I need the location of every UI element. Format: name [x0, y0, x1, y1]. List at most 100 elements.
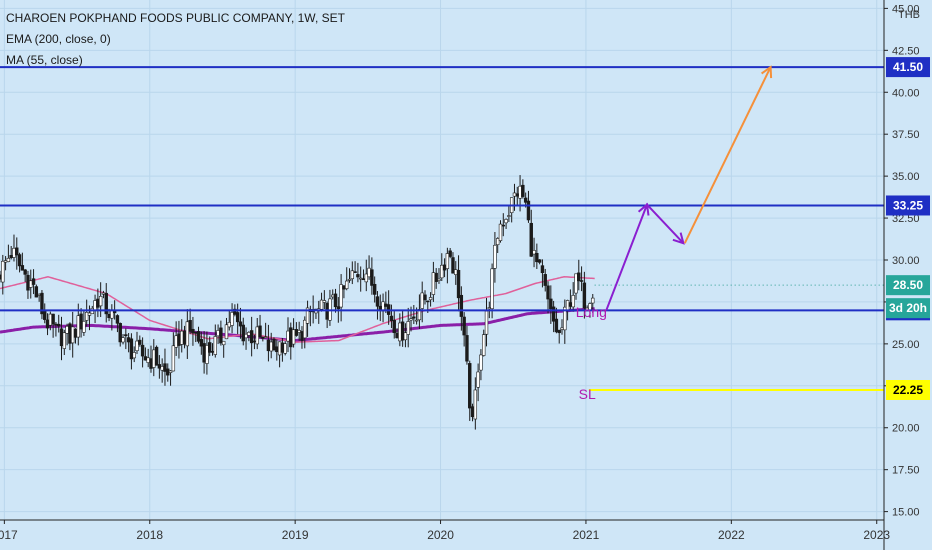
price-tick-label: 30.00: [892, 255, 920, 267]
candle-body: [160, 366, 164, 371]
candle-body: [507, 215, 511, 217]
indicator-ema-label[interactable]: EMA (200, close, 0): [6, 32, 111, 46]
candle-body: [406, 321, 410, 335]
candle-body: [476, 371, 480, 388]
candle-body: [490, 268, 494, 309]
candle-body: [29, 280, 33, 288]
candle-body: [23, 269, 27, 275]
projection-arrow-orange[interactable]: [683, 66, 772, 244]
candle-body: [140, 344, 145, 357]
candle-body: [431, 272, 436, 295]
candle-body: [149, 358, 153, 369]
candle-body: [512, 192, 517, 197]
candle-body: [565, 300, 570, 311]
candle-body: [345, 280, 349, 289]
last-price-tag-bg: [886, 275, 930, 296]
candle-body: [255, 326, 259, 345]
candle-body: [26, 274, 30, 291]
candle-body: [543, 274, 547, 286]
candle-body: [392, 319, 396, 334]
candle-body: [473, 389, 478, 420]
price-tick-label: 20.00: [892, 423, 920, 435]
candle-body: [93, 300, 97, 311]
level-tag-22.25-bg: [886, 380, 930, 400]
candle-body: [17, 254, 22, 267]
candle-body: [54, 323, 58, 326]
candle-body: [275, 346, 279, 353]
candle-body: [591, 297, 595, 304]
candle-body: [493, 244, 497, 269]
indicator-ma-label[interactable]: MA (55, close): [6, 53, 83, 67]
candle-body: [157, 364, 162, 369]
candle-body: [428, 297, 433, 301]
candle-body: [523, 197, 528, 203]
candle-body: [370, 269, 374, 286]
candle-body: [143, 356, 148, 361]
candle-body: [138, 339, 142, 345]
candle-body: [364, 273, 368, 283]
candle-body: [465, 335, 469, 362]
price-tick-label: 15.00: [892, 507, 920, 519]
chart-title: CHAROEN POKPHAND FOODS PUBLIC COMPANY, 1…: [6, 11, 345, 25]
candle-body: [384, 303, 388, 307]
candle-body: [174, 335, 178, 348]
candle-body: [322, 300, 327, 303]
candle-body: [118, 323, 122, 343]
time-tick-label: 2020: [427, 528, 454, 542]
candle-body: [238, 321, 243, 327]
candle-body: [389, 315, 394, 321]
time-tick-label: 2018: [136, 528, 163, 542]
candle-body: [579, 280, 584, 282]
candle-body: [166, 368, 170, 376]
candle-body: [194, 331, 198, 334]
candle-body: [479, 354, 483, 371]
candle-body: [31, 278, 36, 285]
candle-body: [484, 310, 489, 335]
candle-body: [412, 316, 416, 319]
level-tag-41.50-bg: [886, 57, 930, 78]
candle-body: [213, 336, 217, 355]
candle-body: [107, 313, 111, 319]
candle-body: [546, 285, 550, 300]
candle-body: [568, 302, 573, 307]
candle-body: [180, 330, 184, 345]
candle-body: [73, 328, 78, 338]
candle-body: [347, 278, 352, 281]
candle-body: [353, 271, 357, 273]
level-tag-22.25: 22.25: [893, 383, 923, 397]
candle-body: [495, 238, 500, 246]
candle-body: [171, 345, 176, 372]
candle-body: [87, 312, 92, 316]
countdown-tag: 3d 20h: [889, 301, 927, 315]
candle-body: [560, 327, 564, 330]
projection-arrow-purple-head: [672, 232, 685, 245]
candle-body: [305, 307, 310, 324]
currency-label: THB: [898, 9, 920, 21]
candle-body: [37, 293, 41, 296]
candle-body: [269, 341, 273, 352]
candle-body: [98, 296, 103, 307]
candle-body: [249, 330, 254, 344]
candle-body: [356, 274, 360, 278]
price-tick-label: 40.00: [892, 87, 920, 99]
candle-body: [154, 346, 159, 366]
price-tick-label: 35.00: [892, 171, 920, 183]
candle-body: [456, 270, 461, 299]
annotations: Long SL: [576, 304, 607, 402]
candle-body: [294, 329, 299, 336]
candle-body: [350, 270, 355, 280]
candle-body: [554, 318, 559, 333]
candle-body: [403, 332, 408, 341]
candle-body: [182, 330, 187, 345]
candle-body: [124, 334, 128, 337]
candle-body: [574, 273, 578, 294]
price-tick-label: 37.50: [892, 129, 920, 141]
candle-body: [34, 286, 39, 298]
candle-body: [342, 285, 346, 290]
candle-body: [126, 337, 131, 343]
candle-body: [423, 294, 427, 301]
candle-body: [300, 331, 304, 341]
candle-body: [409, 318, 413, 321]
candle-body: [261, 336, 265, 339]
